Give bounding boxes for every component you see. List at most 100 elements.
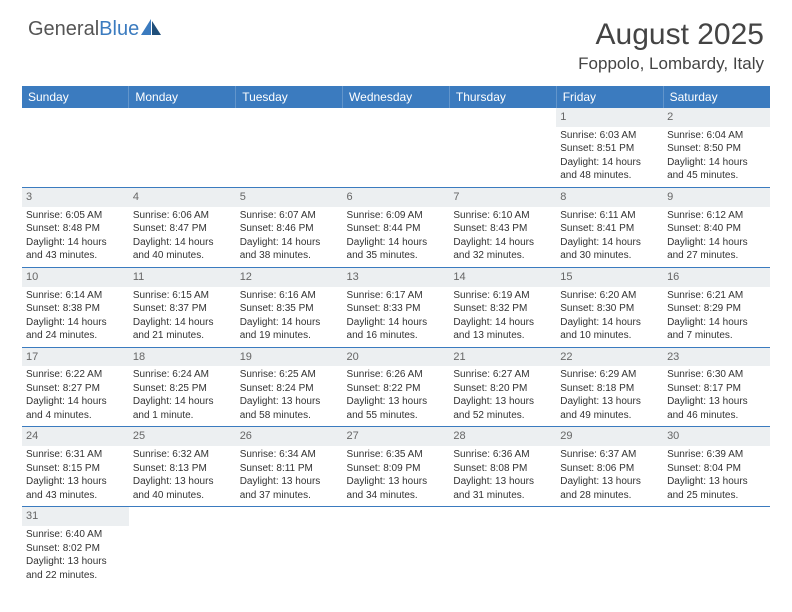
calendar-cell: 10Sunrise: 6:14 AMSunset: 8:38 PMDayligh… bbox=[22, 267, 129, 347]
calendar-cell: 21Sunrise: 6:27 AMSunset: 8:20 PMDayligh… bbox=[449, 347, 556, 427]
sunset-text: Sunset: 8:41 PM bbox=[560, 222, 659, 236]
sunrise-text: Sunrise: 6:16 AM bbox=[240, 289, 339, 303]
calendar-cell: 24Sunrise: 6:31 AMSunset: 8:15 PMDayligh… bbox=[22, 427, 129, 507]
sunrise-text: Sunrise: 6:14 AM bbox=[26, 289, 125, 303]
daylight1-text: Daylight: 13 hours bbox=[667, 395, 766, 409]
daylight1-text: Daylight: 13 hours bbox=[347, 395, 446, 409]
sunrise-text: Sunrise: 6:11 AM bbox=[560, 209, 659, 223]
daylight2-text: and 40 minutes. bbox=[133, 249, 232, 263]
sunrise-text: Sunrise: 6:20 AM bbox=[560, 289, 659, 303]
sunrise-text: Sunrise: 6:34 AM bbox=[240, 448, 339, 462]
sunset-text: Sunset: 8:37 PM bbox=[133, 302, 232, 316]
sunset-text: Sunset: 8:06 PM bbox=[560, 462, 659, 476]
sunset-text: Sunset: 8:40 PM bbox=[667, 222, 766, 236]
calendar-cell: . bbox=[556, 507, 663, 586]
calendar-cell: . bbox=[236, 507, 343, 586]
weekday-header: Monday bbox=[129, 86, 236, 108]
calendar-cell: . bbox=[236, 108, 343, 187]
calendar-row: 24Sunrise: 6:31 AMSunset: 8:15 PMDayligh… bbox=[22, 427, 770, 507]
sunrise-text: Sunrise: 6:29 AM bbox=[560, 368, 659, 382]
daylight1-text: Daylight: 14 hours bbox=[133, 316, 232, 330]
weekday-header: Thursday bbox=[449, 86, 556, 108]
day-number: 16 bbox=[663, 268, 770, 287]
sunset-text: Sunset: 8:51 PM bbox=[560, 142, 659, 156]
sunrise-text: Sunrise: 6:17 AM bbox=[347, 289, 446, 303]
day-number: 8 bbox=[556, 188, 663, 207]
sunset-text: Sunset: 8:43 PM bbox=[453, 222, 552, 236]
day-number: 19 bbox=[236, 348, 343, 367]
day-number: 15 bbox=[556, 268, 663, 287]
sunrise-text: Sunrise: 6:39 AM bbox=[667, 448, 766, 462]
daylight2-text: and 10 minutes. bbox=[560, 329, 659, 343]
calendar-cell: 29Sunrise: 6:37 AMSunset: 8:06 PMDayligh… bbox=[556, 427, 663, 507]
sunrise-text: Sunrise: 6:09 AM bbox=[347, 209, 446, 223]
sunrise-text: Sunrise: 6:24 AM bbox=[133, 368, 232, 382]
daylight2-text: and 55 minutes. bbox=[347, 409, 446, 423]
daylight1-text: Daylight: 14 hours bbox=[26, 236, 125, 250]
sunset-text: Sunset: 8:08 PM bbox=[453, 462, 552, 476]
daylight2-text: and 52 minutes. bbox=[453, 409, 552, 423]
daylight1-text: Daylight: 14 hours bbox=[667, 236, 766, 250]
location: Foppolo, Lombardy, Italy bbox=[578, 54, 764, 74]
sunrise-text: Sunrise: 6:27 AM bbox=[453, 368, 552, 382]
sunset-text: Sunset: 8:24 PM bbox=[240, 382, 339, 396]
day-number: 20 bbox=[343, 348, 450, 367]
sunset-text: Sunset: 8:46 PM bbox=[240, 222, 339, 236]
calendar-row: .....1Sunrise: 6:03 AMSunset: 8:51 PMDay… bbox=[22, 108, 770, 187]
daylight1-text: Daylight: 14 hours bbox=[453, 236, 552, 250]
weekday-header: Saturday bbox=[663, 86, 770, 108]
sunrise-text: Sunrise: 6:03 AM bbox=[560, 129, 659, 143]
daylight2-text: and 27 minutes. bbox=[667, 249, 766, 263]
daylight1-text: Daylight: 13 hours bbox=[26, 475, 125, 489]
sunset-text: Sunset: 8:47 PM bbox=[133, 222, 232, 236]
day-number: 6 bbox=[343, 188, 450, 207]
day-number: 3 bbox=[22, 188, 129, 207]
daylight2-text: and 32 minutes. bbox=[453, 249, 552, 263]
brand-logo: GeneralBlue bbox=[28, 18, 163, 41]
calendar-cell: 15Sunrise: 6:20 AMSunset: 8:30 PMDayligh… bbox=[556, 267, 663, 347]
calendar-cell: 28Sunrise: 6:36 AMSunset: 8:08 PMDayligh… bbox=[449, 427, 556, 507]
daylight1-text: Daylight: 13 hours bbox=[560, 395, 659, 409]
daylight2-text: and 48 minutes. bbox=[560, 169, 659, 183]
sunrise-text: Sunrise: 6:21 AM bbox=[667, 289, 766, 303]
daylight2-text: and 31 minutes. bbox=[453, 489, 552, 503]
daylight2-text: and 4 minutes. bbox=[26, 409, 125, 423]
daylight1-text: Daylight: 14 hours bbox=[240, 316, 339, 330]
daylight2-text: and 1 minute. bbox=[133, 409, 232, 423]
daylight2-text: and 21 minutes. bbox=[133, 329, 232, 343]
sunrise-text: Sunrise: 6:07 AM bbox=[240, 209, 339, 223]
calendar-cell: . bbox=[343, 108, 450, 187]
daylight2-text: and 22 minutes. bbox=[26, 569, 125, 583]
day-number: 13 bbox=[343, 268, 450, 287]
daylight2-text: and 38 minutes. bbox=[240, 249, 339, 263]
daylight1-text: Daylight: 14 hours bbox=[133, 236, 232, 250]
sunset-text: Sunset: 8:25 PM bbox=[133, 382, 232, 396]
daylight2-text: and 24 minutes. bbox=[26, 329, 125, 343]
sunset-text: Sunset: 8:29 PM bbox=[667, 302, 766, 316]
sail-icon bbox=[139, 17, 163, 37]
calendar-cell: . bbox=[22, 108, 129, 187]
sunrise-text: Sunrise: 6:36 AM bbox=[453, 448, 552, 462]
daylight1-text: Daylight: 14 hours bbox=[560, 236, 659, 250]
sunset-text: Sunset: 8:33 PM bbox=[347, 302, 446, 316]
weekday-header: Sunday bbox=[22, 86, 129, 108]
calendar-cell: 2Sunrise: 6:04 AMSunset: 8:50 PMDaylight… bbox=[663, 108, 770, 187]
daylight1-text: Daylight: 13 hours bbox=[347, 475, 446, 489]
daylight1-text: Daylight: 14 hours bbox=[240, 236, 339, 250]
calendar-cell: 19Sunrise: 6:25 AMSunset: 8:24 PMDayligh… bbox=[236, 347, 343, 427]
calendar-cell: 30Sunrise: 6:39 AMSunset: 8:04 PMDayligh… bbox=[663, 427, 770, 507]
title-block: August 2025 Foppolo, Lombardy, Italy bbox=[578, 18, 764, 74]
calendar-cell: 9Sunrise: 6:12 AMSunset: 8:40 PMDaylight… bbox=[663, 187, 770, 267]
calendar-cell: . bbox=[129, 507, 236, 586]
sunrise-text: Sunrise: 6:35 AM bbox=[347, 448, 446, 462]
daylight2-text: and 35 minutes. bbox=[347, 249, 446, 263]
calendar-cell: 16Sunrise: 6:21 AMSunset: 8:29 PMDayligh… bbox=[663, 267, 770, 347]
month-title: August 2025 bbox=[578, 18, 764, 52]
daylight1-text: Daylight: 13 hours bbox=[240, 475, 339, 489]
sunrise-text: Sunrise: 6:30 AM bbox=[667, 368, 766, 382]
day-number: 7 bbox=[449, 188, 556, 207]
sunrise-text: Sunrise: 6:12 AM bbox=[667, 209, 766, 223]
calendar-cell: 3Sunrise: 6:05 AMSunset: 8:48 PMDaylight… bbox=[22, 187, 129, 267]
calendar-head: SundayMondayTuesdayWednesdayThursdayFrid… bbox=[22, 86, 770, 108]
calendar-cell: . bbox=[449, 507, 556, 586]
